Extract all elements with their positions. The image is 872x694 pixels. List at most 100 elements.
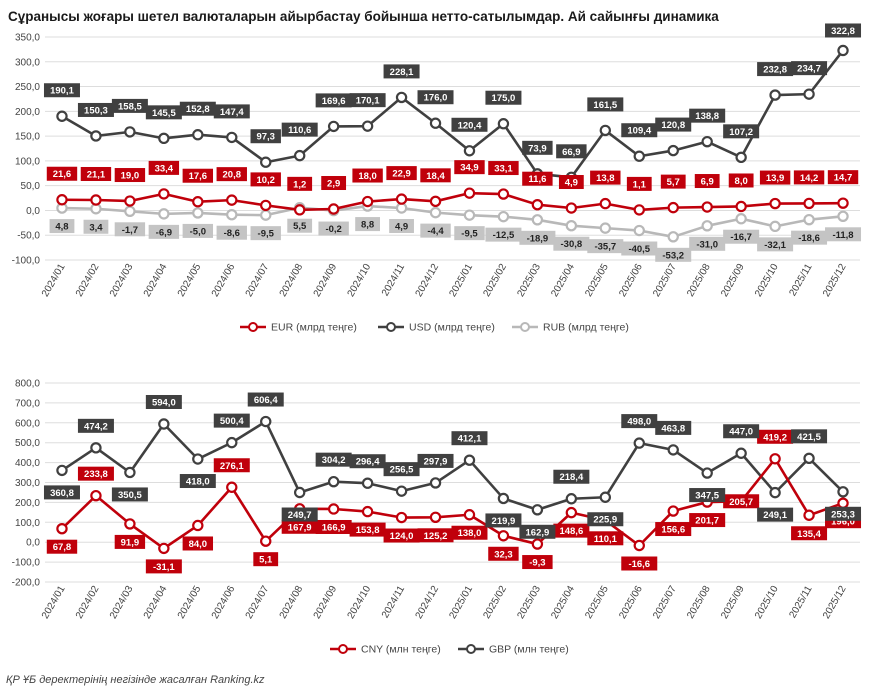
data-point-rub [803,213,815,226]
legend-marker-gbp [466,644,476,654]
data-label-usd: 170,1 [356,96,380,107]
data-label-bg-gbp [553,469,590,484]
data-label-usd: 66,9 [562,147,581,158]
data-label-bg-usd [791,61,828,76]
x-tick-label: 2025/08 [685,584,713,621]
data-label-eur: 19,0 [121,171,140,182]
data-label-gbp: 412,1 [458,434,482,445]
data-label-gbp: 162,9 [526,527,550,538]
data-label-eur: 5,7 [667,177,680,188]
data-point-usd [361,120,374,132]
data-label-eur: 18,4 [426,171,445,182]
data-point-eur [803,197,815,210]
data-label-eur: 17,6 [189,171,208,182]
data-label-bg-gbp [621,414,658,429]
data-label-eur: 6,9 [701,177,714,188]
data-point-rub [701,220,713,232]
data-label-bg-rub [553,236,590,251]
data-label-gbp: 447,0 [729,427,753,438]
data-label-bg-cny [417,528,454,543]
data-point-gbp [124,466,136,479]
x-tick-label: 2025/04 [549,584,577,621]
data-point-cny [158,542,170,555]
data-label-bg-gbp [281,507,318,522]
data-label-rub: -6,9 [156,227,172,238]
data-label-usd: 175,0 [492,93,516,104]
data-label-rub: -12,5 [493,230,515,241]
y-tick-label: -100,0 [12,256,41,267]
data-label-bg-gbp [825,506,862,521]
data-label-cny: 125,2 [424,531,448,542]
y-tick-label: 200,0 [15,498,40,509]
data-label-bg-usd [315,93,352,108]
data-label-usd: 109,4 [627,126,651,137]
data-label-bg-usd [723,124,760,139]
x-tick-label: 2024/11 [380,584,407,621]
data-point-rub [192,207,204,219]
data-label-usd: 107,2 [729,127,753,138]
data-label-rub: -1,7 [122,225,138,236]
data-label-bg-gbp [349,454,386,469]
data-label-bg-eur [626,176,652,191]
data-label-rub: 5,5 [293,221,307,232]
y-tick-label: 600,0 [15,418,40,429]
data-label-bg-cny [488,546,519,561]
data-label-bg-cny [213,458,250,473]
data-label-bg-rub [287,218,313,233]
data-point-eur [293,204,306,216]
data-label-eur: 8,0 [735,176,748,187]
data-label-bg-eur [80,166,112,181]
x-tick-label: 2025/10 [753,584,781,621]
data-point-gbp [395,485,408,497]
data-point-cny [633,539,645,552]
data-point-cny [531,538,544,550]
data-point-gbp [565,493,578,505]
data-label-bg-eur [114,168,146,183]
y-tick-label: -50,0 [17,231,40,242]
data-label-bg-rub [689,236,726,251]
data-label-gbp: 474,2 [84,421,108,432]
data-point-gbp [769,486,781,499]
x-tick-label: 2025/05 [583,584,611,621]
data-point-cny [803,509,815,521]
data-label-bg-usd [655,117,692,132]
x-tick-label: 2025/03 [515,584,543,621]
data-point-usd [463,145,476,157]
data-point-eur [192,196,204,208]
data-label-bg-rub [723,229,760,244]
data-point-eur [56,194,68,206]
legend-marker-cny [338,644,348,654]
data-label-rub: -16,7 [730,232,752,243]
data-label-cny: -31,1 [153,562,175,573]
data-point-cny [667,505,679,517]
legend-item-gbp: GBP (млн теңге) [458,644,569,656]
data-label-bg-cny [587,531,624,546]
data-label-rub: -30,8 [561,239,583,250]
y-tick-label: 100,0 [15,518,40,529]
data-point-gbp [56,464,68,477]
data-label-bg-cny [182,536,214,551]
data-label-bg-usd [281,122,318,137]
data-label-bg-cny [621,556,658,571]
data-label-bg-gbp [383,462,420,477]
legend-item-rub: RUB (млрд теңге) [512,322,629,334]
data-point-rub [497,210,510,223]
data-label-bg-eur [148,160,180,175]
data-point-gbp [226,436,238,449]
data-label-bg-cny [553,523,590,538]
data-label-bg-rub [83,219,109,234]
data-point-cny [226,481,238,493]
data-label-bg-usd [213,104,250,119]
data-label-bg-gbp [791,429,828,444]
data-label-bg-gbp [417,453,454,468]
legend-label-rub: RUB (млрд теңге) [543,322,629,334]
data-point-usd [56,110,68,122]
data-point-gbp [599,491,612,503]
data-label-rub: -18,9 [527,233,549,244]
data-point-cny [327,503,340,515]
legend-label-cny: CNY (млн теңге) [361,644,441,656]
data-label-usd: 190,1 [50,86,74,97]
data-label-rub: -53,2 [662,250,684,261]
data-label-cny: 84,0 [189,539,208,550]
legend-marker-usd [386,322,396,332]
